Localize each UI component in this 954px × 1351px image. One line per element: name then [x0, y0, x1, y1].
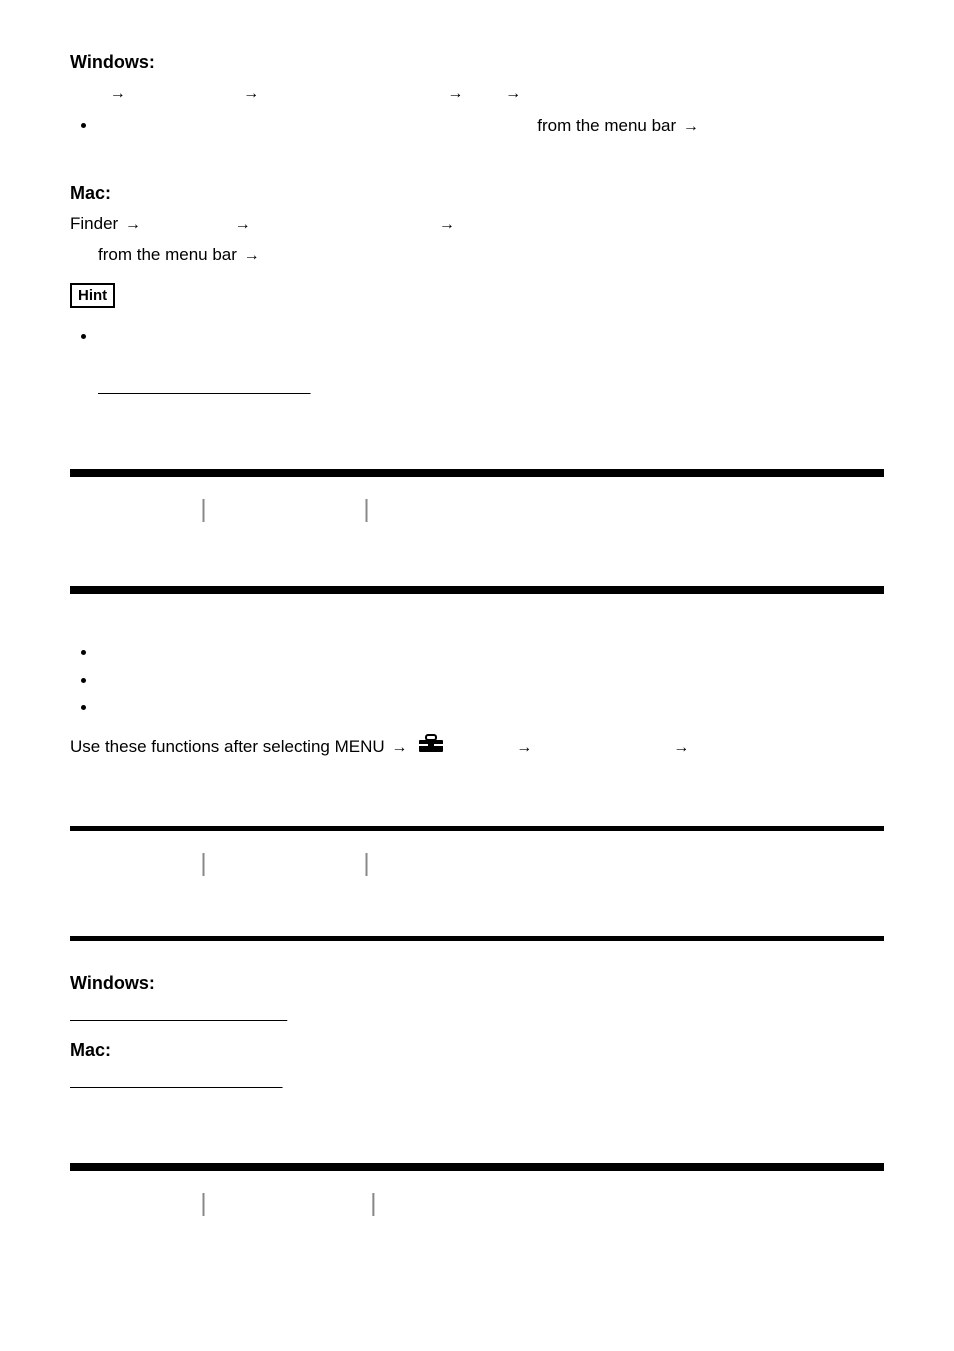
toolbox-icon — [418, 733, 444, 761]
nav-row-3: | | — [70, 1171, 884, 1236]
arrow-icon: → — [516, 739, 532, 756]
menu-bar-text: from the menu bar — [537, 116, 676, 135]
arrow-icon: → — [683, 118, 699, 135]
arrow-icon: → — [447, 85, 463, 102]
functions-line: Use these functions after selecting MENU… — [70, 733, 884, 762]
underlined-text — [98, 373, 311, 401]
arrow-icon: → — [244, 247, 260, 264]
nav-separator: | — [200, 1189, 207, 1217]
divider-thick — [70, 586, 884, 594]
hint-badge: Hint — [70, 283, 115, 308]
underlined-placeholder-3 — [70, 1067, 884, 1095]
arrow-icon: → — [439, 216, 455, 233]
mac-heading-1: Mac: — [70, 183, 884, 204]
windows-bullet-list-1: from the menu bar → — [70, 113, 884, 139]
arrow-icon: → — [110, 85, 126, 102]
arrow-icon: → — [235, 216, 251, 233]
divider-thick — [70, 469, 884, 477]
nav-separator: | — [200, 849, 207, 877]
arrow-icon: → — [125, 216, 141, 233]
list-item — [98, 324, 884, 350]
list-item: from the menu bar → — [98, 113, 884, 139]
hint-bullet-list — [70, 324, 884, 350]
windows-heading-1: Windows: — [70, 52, 884, 73]
mac-heading-2: Mac: — [70, 1040, 884, 1061]
nav-row-1: | | — [70, 477, 884, 542]
nav-separator: | — [200, 495, 207, 523]
underlined-placeholder-1 — [70, 373, 884, 401]
mac-menu-bar-line: from the menu bar → — [70, 241, 884, 269]
nav-row-2: | | — [70, 831, 884, 896]
underlined-text — [70, 1067, 283, 1095]
functions-bullet-list — [70, 640, 884, 721]
divider-thick — [70, 1163, 884, 1171]
windows-heading-2: Windows: — [70, 973, 884, 994]
windows-path-line: → → → → — [70, 79, 884, 107]
nav-separator: | — [363, 495, 370, 523]
finder-text: Finder — [70, 214, 118, 233]
arrow-icon: → — [505, 85, 521, 102]
functions-prefix: Use these functions after selecting MENU — [70, 737, 385, 756]
arrow-icon: → — [243, 85, 259, 102]
list-item — [98, 640, 884, 666]
arrow-icon: → — [391, 739, 407, 756]
list-item — [98, 668, 884, 694]
mac-path-line: Finder → → → — [70, 210, 884, 238]
nav-separator: | — [363, 849, 370, 877]
underlined-text — [70, 1000, 287, 1028]
nav-separator: | — [370, 1189, 377, 1217]
menu-bar-text: from the menu bar — [98, 245, 237, 264]
arrow-icon: → — [673, 739, 689, 756]
underlined-placeholder-2 — [70, 1000, 884, 1028]
list-item — [98, 695, 884, 721]
